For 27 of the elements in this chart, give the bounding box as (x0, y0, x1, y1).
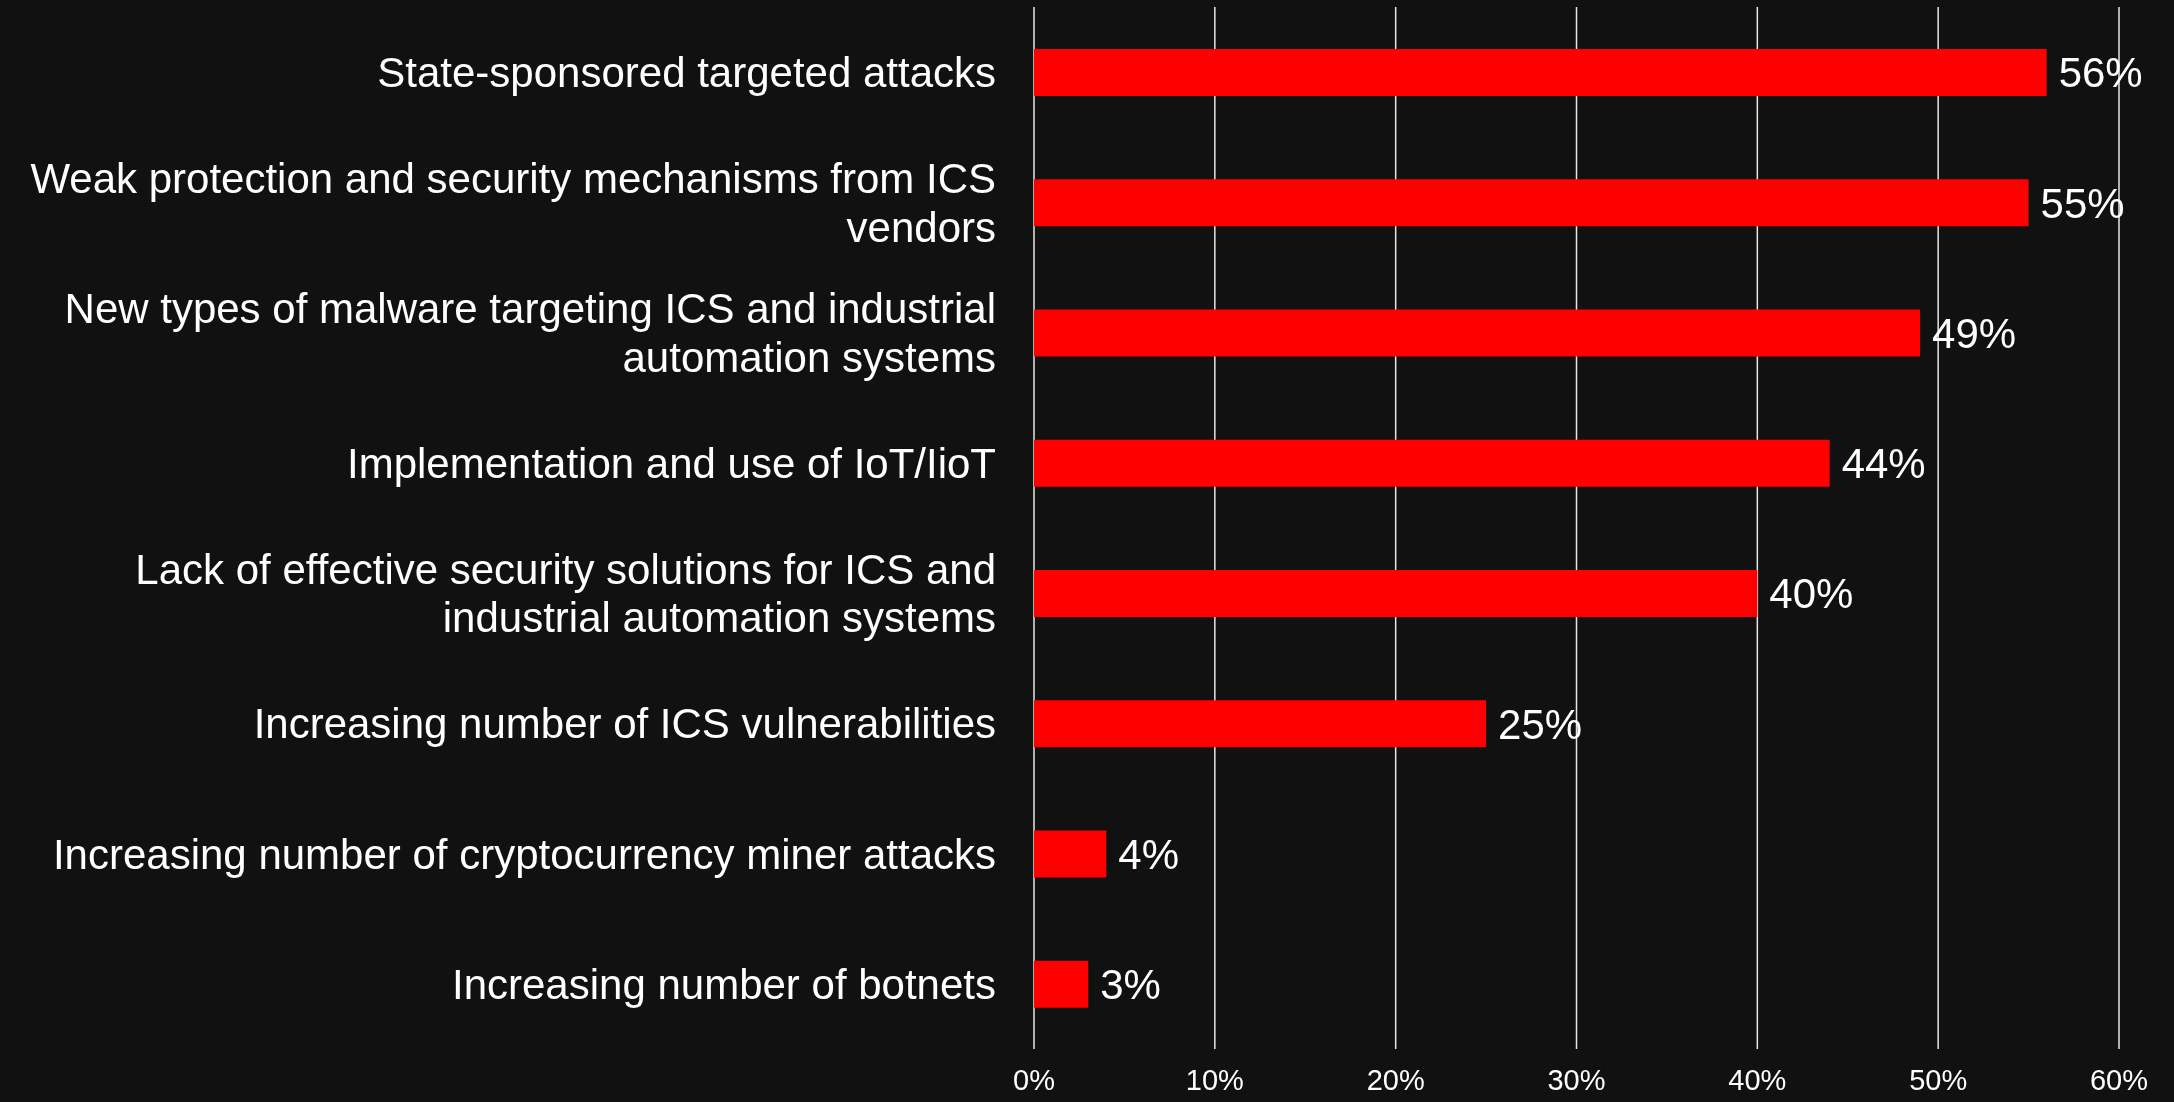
data-label: 44% (1841, 440, 1926, 488)
data-label: 4% (1118, 830, 1180, 878)
x-tick-label: 20% (1366, 1063, 1425, 1096)
x-tick-label: 50% (1909, 1063, 1968, 1096)
bar (1034, 960, 1089, 1008)
bar (1034, 309, 1921, 357)
bar (1034, 570, 1758, 617)
bar (1034, 700, 1487, 748)
y-tick-label: Increasing number of ICS vulnerabilities (253, 699, 996, 747)
data-label: 40% (1769, 570, 1854, 618)
bar (1034, 179, 2029, 227)
y-tick-label: Increasing number of botnets (452, 960, 996, 1008)
data-label: 3% (1100, 961, 1161, 1009)
x-tick-label: 60% (2089, 1063, 2149, 1096)
y-tick-label: Weak protection and security mechanisms from ICS vendors (30, 154, 996, 251)
bar (1034, 439, 1830, 487)
y-tick-label: State-sponsored targeted attacks (377, 48, 996, 96)
x-tick-label: 0% (1013, 1063, 1055, 1096)
bar (1034, 830, 1107, 878)
y-tick-label: Lack of effective security solutions for ICS and industrial automation systems (135, 545, 996, 641)
y-tick-label: New types of malware targeting ICS and industrial automation systems (64, 284, 996, 381)
y-tick-label: Increasing number of cryptocurrency miner attacks (52, 830, 996, 878)
bar (1034, 49, 2047, 96)
y-tick-label: Implementation and use of IoT/IioT (346, 439, 996, 487)
x-tick-label: 30% (1547, 1063, 1606, 1096)
x-tick-label: 10% (1185, 1063, 1244, 1096)
x-tick-label: 40% (1728, 1063, 1787, 1096)
